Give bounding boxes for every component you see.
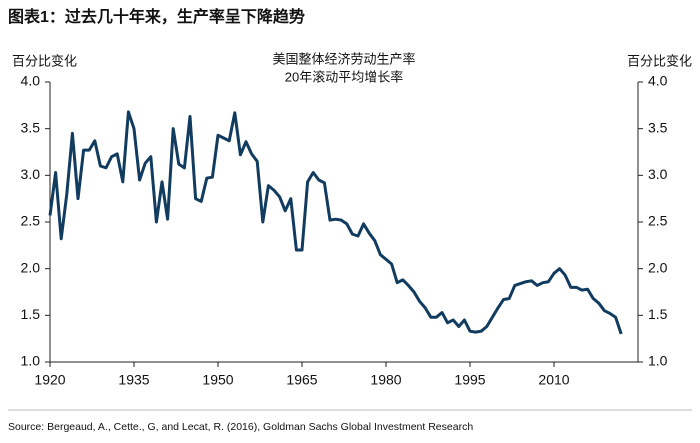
y-axis-label: 百分比变化: [12, 53, 77, 68]
annotation: 20年滚动平均增长率: [285, 69, 403, 84]
y-tick-label: 2.0: [21, 259, 41, 275]
y2-axis-label: 百分比变化: [627, 53, 692, 68]
y2-tick-label: 4.0: [648, 73, 668, 89]
y2-tick-label: 1.5: [648, 306, 668, 322]
y-tick-label: 4.0: [21, 73, 41, 89]
y-tick-label: 1.5: [21, 306, 41, 322]
y2-tick-label: 2.0: [648, 259, 668, 275]
y2-tick-label: 3.0: [648, 166, 668, 182]
annotation: 美国整体经济劳动生产率: [272, 51, 415, 66]
y-tick-label: 2.5: [21, 213, 41, 229]
y2-tick-label: 3.5: [648, 119, 668, 135]
chart-title: 图表1：过去几十年来，生产率呈下降趋势: [8, 7, 305, 26]
x-tick-label: 1980: [370, 372, 401, 388]
source: Source: Bergeaud, A., Cette., G, and Lec…: [8, 421, 473, 433]
y-tick-label: 1.0: [21, 353, 41, 369]
x-tick-label: 2010: [538, 372, 569, 388]
y2-tick-label: 1.0: [648, 353, 668, 369]
x-tick-label: 1995: [454, 372, 485, 388]
data-line: [48, 110, 623, 335]
x-tick-label: 1920: [34, 372, 65, 388]
x-tick-label: 1935: [118, 372, 149, 388]
y-tick-label: 3.5: [21, 119, 41, 135]
x-tick-label: 1965: [286, 372, 317, 388]
y2-tick-label: 2.5: [648, 213, 668, 229]
x-tick-label: 1950: [202, 372, 233, 388]
y-tick-label: 3.0: [21, 166, 41, 182]
